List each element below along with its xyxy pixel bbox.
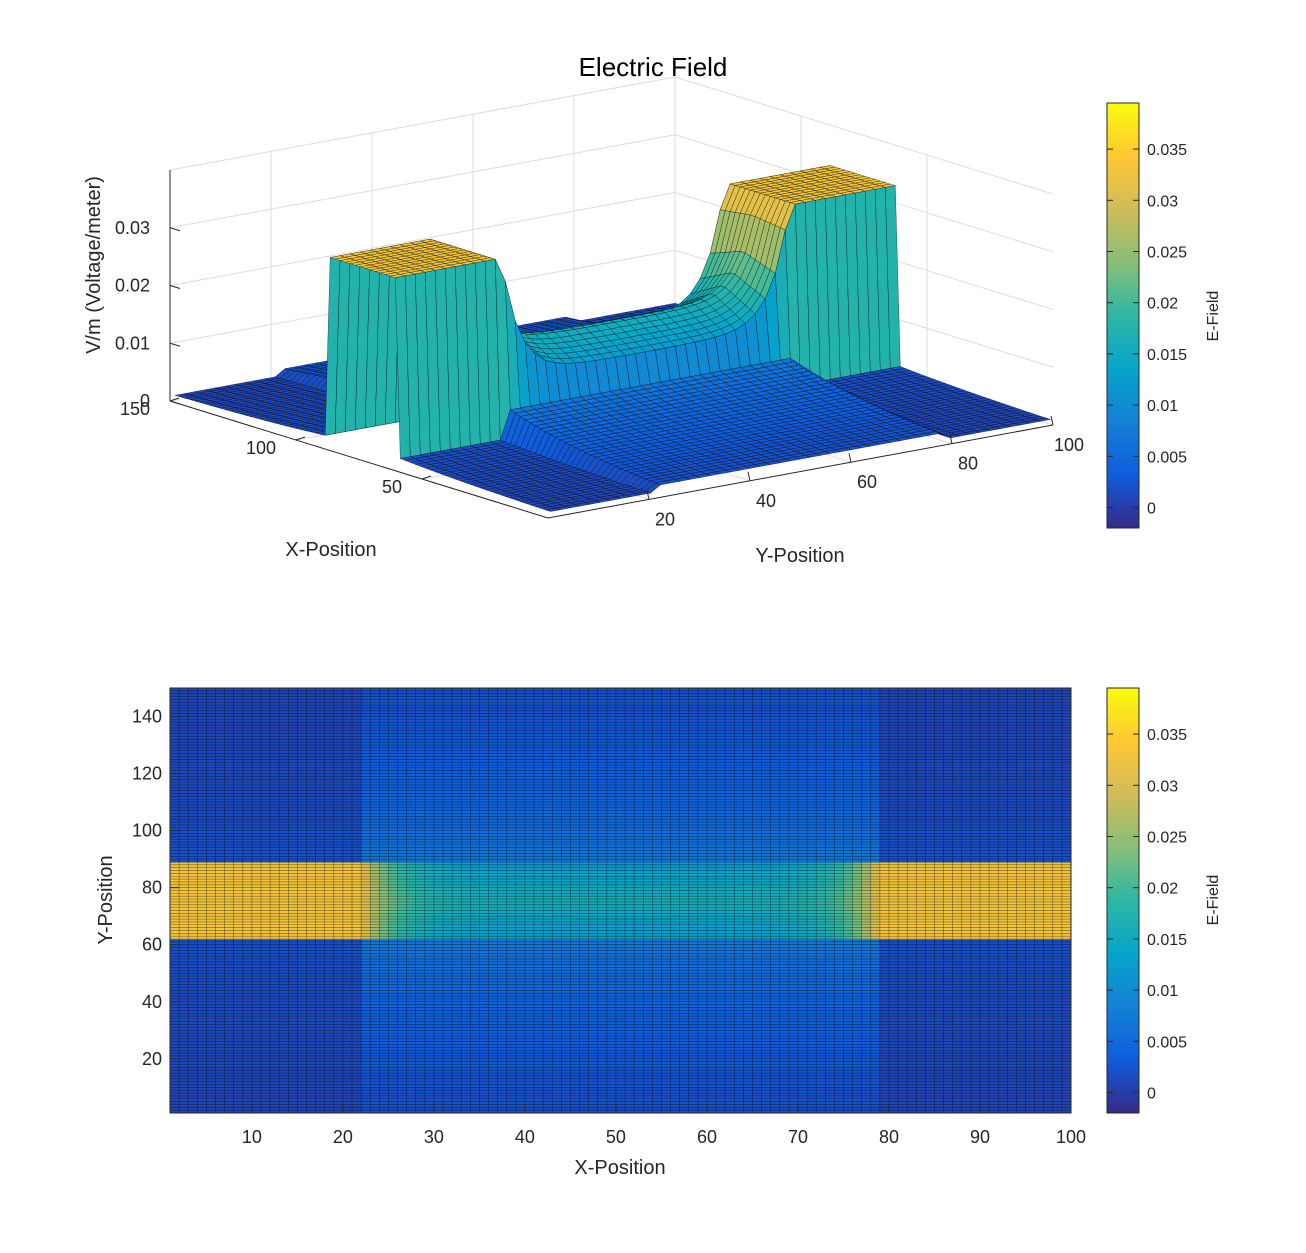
grid-line-z: [674, 76, 1054, 195]
y-tick: [848, 453, 852, 463]
z-tick: [169, 342, 181, 347]
z-tick: [169, 227, 181, 232]
y-tick: [747, 471, 751, 481]
heatmap-cells: [170, 688, 1072, 1114]
colorbar-tick-label: 0.01: [1147, 398, 1178, 415]
colorbar-tick-label: 0.005: [1147, 449, 1187, 466]
y-tick-label-3d: 20: [655, 509, 675, 529]
colorbar-tick-label: 0.03: [1147, 193, 1178, 210]
y-tick-label-3d: 100: [1054, 435, 1084, 455]
z-tick: [169, 285, 181, 289]
surface-mesh: [175, 165, 1051, 512]
colorbar-tick-label: 0.015: [1147, 347, 1187, 364]
z-tick-label-3d: 0: [140, 391, 150, 411]
y-axis-label-3d: Y-Position: [755, 545, 844, 567]
grid-line-z: [169, 76, 676, 171]
x-tick-label-3d: 100: [246, 438, 276, 458]
z-tick-label-3d: 0.02: [115, 276, 150, 296]
z-tick-label-3d: 0.03: [115, 218, 150, 238]
z-tick: [169, 400, 181, 405]
x-tick-label-3d: 50: [382, 477, 402, 497]
y-tick-label-3d: 40: [756, 491, 776, 511]
y-tick-label-3d: 80: [958, 454, 978, 474]
z-tick-label-3d: 0.01: [115, 333, 150, 353]
colorbar-top-bar: [1106, 102, 1140, 529]
colorbar-tick-label: 0: [1147, 501, 1156, 518]
x-axis-label-3d: X-Position: [285, 539, 376, 561]
z-axis-label: V/m (Voltage/meter): [83, 176, 105, 354]
chart-title: Electric Field: [579, 52, 728, 82]
y-tick-label-3d: 60: [857, 472, 877, 492]
colorbar-tick-label: 0.035: [1147, 142, 1187, 159]
colorbar-tick-label: 0.02: [1147, 296, 1178, 313]
colorbar-top: 0 0.005 0.01 0.015 0.02 0.025 0.03 0.035 E-Fiel…: [1106, 102, 1222, 529]
colorbar-top-label: E-Field: [1205, 291, 1222, 342]
grid-line-z: [169, 192, 676, 286]
colorbar-tick-label: 0.025: [1147, 244, 1187, 261]
grid-line-z: [169, 134, 676, 229]
y-tick: [1050, 415, 1054, 426]
